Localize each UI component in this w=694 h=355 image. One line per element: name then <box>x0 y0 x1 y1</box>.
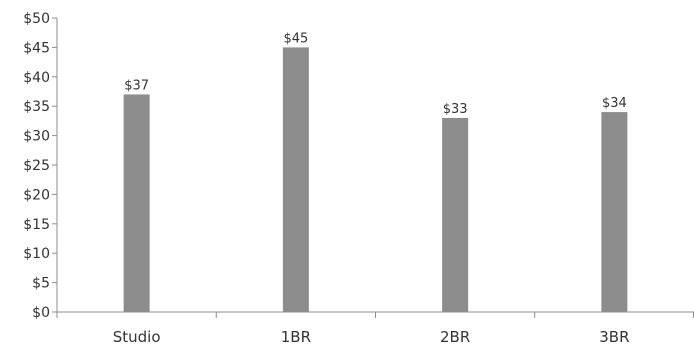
bar <box>442 117 469 313</box>
y-tick-label: $35 <box>23 99 50 115</box>
y-tick-label: $15 <box>23 217 50 233</box>
y-tick-label: $50 <box>23 11 50 27</box>
x-tick-label: 2BR <box>440 328 470 346</box>
y-tick-label: $45 <box>23 40 50 56</box>
bars <box>123 47 628 313</box>
y-tick-label: $10 <box>23 246 50 262</box>
data-label: $34 <box>602 96 627 111</box>
y-tick-label: $5 <box>32 276 50 292</box>
x-tick-label: 3BR <box>599 328 629 346</box>
y-tick-label: $20 <box>23 187 50 203</box>
data-label: $45 <box>283 31 308 46</box>
x-tick-label: Studio <box>113 328 161 346</box>
bar <box>123 94 150 312</box>
data-label: $33 <box>443 102 468 117</box>
y-tick-label: $0 <box>32 305 50 321</box>
data-labels: $37 $45 $33 $34 <box>124 31 627 117</box>
x-tick-label: 1BR <box>281 328 311 346</box>
bar <box>282 47 309 313</box>
y-axis: $0 $5 $10 $15 $20 $25 $30 $35 $40 $45 $50 <box>23 11 58 321</box>
x-axis: Studio 1BR 2BR 3BR <box>56 311 694 346</box>
data-label: $37 <box>124 78 149 93</box>
y-tick-label: $25 <box>23 158 50 174</box>
y-tick-label: $40 <box>23 70 50 86</box>
bar <box>601 112 628 312</box>
y-tick-label: $30 <box>23 129 50 145</box>
